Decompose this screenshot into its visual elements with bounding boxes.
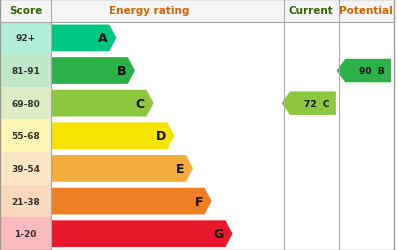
Polygon shape — [51, 90, 154, 117]
Text: F: F — [194, 195, 203, 208]
Text: A: A — [98, 32, 108, 45]
Polygon shape — [51, 220, 233, 247]
Bar — [0, 55, 51, 88]
Text: Energy rating: Energy rating — [109, 6, 190, 16]
Text: E: E — [176, 162, 184, 175]
Text: B: B — [117, 65, 126, 78]
Polygon shape — [281, 92, 336, 116]
Text: G: G — [213, 227, 224, 240]
Text: C: C — [136, 97, 145, 110]
Text: 21-38: 21-38 — [11, 197, 40, 206]
Text: D: D — [156, 130, 166, 143]
Text: 81-91: 81-91 — [11, 67, 40, 76]
Bar — [0, 152, 51, 185]
Polygon shape — [51, 58, 135, 84]
Text: 69-80: 69-80 — [11, 99, 40, 108]
Text: 72  C: 72 C — [304, 99, 330, 108]
Polygon shape — [51, 26, 117, 52]
Bar — [0, 218, 51, 250]
Polygon shape — [51, 123, 174, 150]
Text: 55-68: 55-68 — [11, 132, 40, 141]
Bar — [0, 0, 394, 22]
Bar — [0, 185, 51, 218]
Bar — [0, 88, 51, 120]
Text: 1-20: 1-20 — [14, 229, 37, 238]
Text: Potential: Potential — [339, 6, 393, 16]
Text: 39-54: 39-54 — [11, 164, 40, 173]
Text: Current: Current — [289, 6, 334, 16]
Text: 92+: 92+ — [16, 34, 36, 43]
Polygon shape — [51, 156, 193, 182]
Text: Score: Score — [9, 6, 42, 16]
Polygon shape — [51, 188, 211, 214]
Polygon shape — [337, 60, 391, 83]
Bar — [0, 22, 51, 55]
Bar — [0, 120, 51, 152]
Text: 90  B: 90 B — [359, 67, 385, 76]
